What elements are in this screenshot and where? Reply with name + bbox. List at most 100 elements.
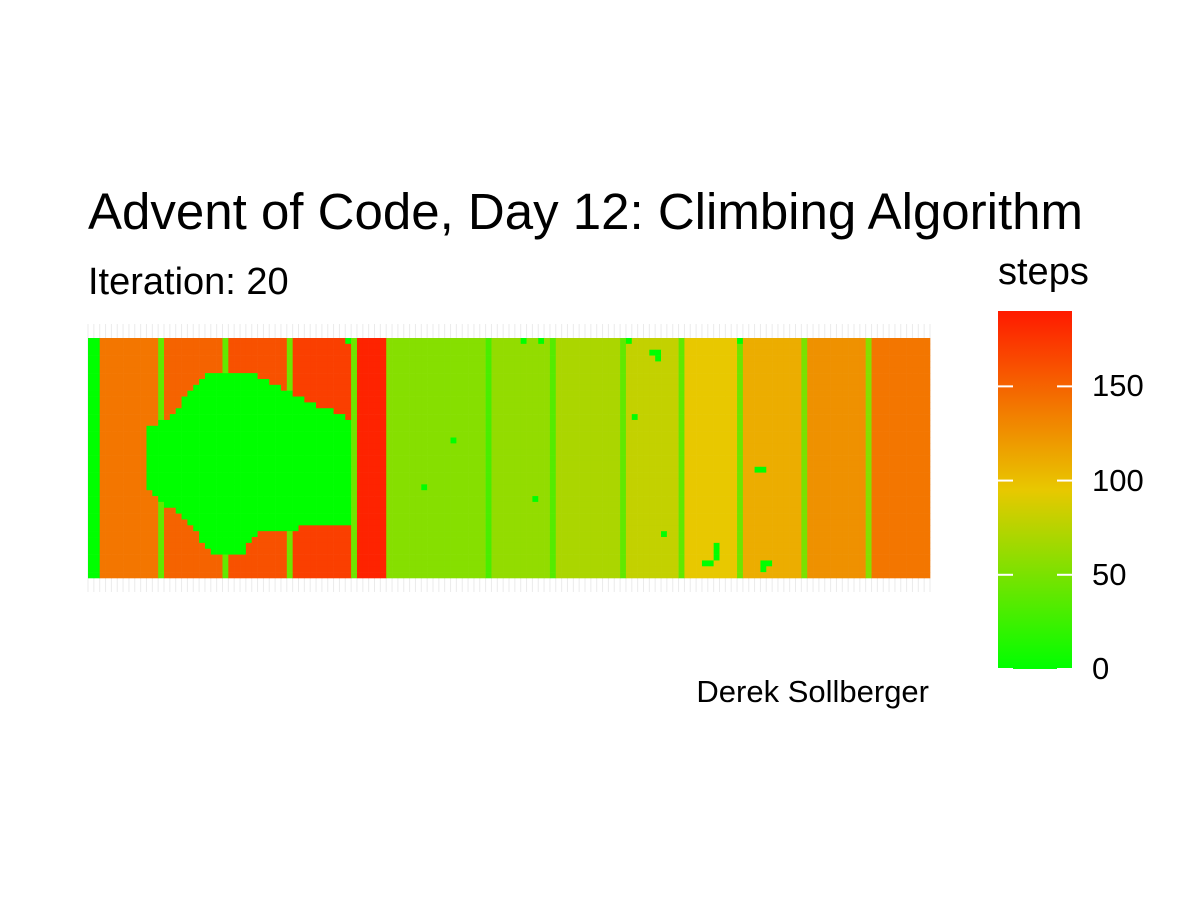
heatmap-cell — [766, 343, 773, 350]
heatmap-cell — [777, 402, 785, 409]
heatmap-cell — [725, 425, 732, 432]
heatmap-cell — [427, 519, 434, 526]
heatmap-cell — [748, 525, 755, 532]
heatmap-cell — [263, 343, 270, 350]
heatmap-cell — [251, 367, 258, 374]
heatmap-cell — [462, 519, 469, 526]
heatmap-cell — [333, 402, 340, 409]
heatmap-cell — [99, 431, 106, 438]
heatmap-cell — [731, 408, 738, 415]
heatmap-cell — [397, 449, 405, 456]
heatmap-cell — [748, 484, 755, 491]
heatmap-cell — [555, 425, 562, 432]
heatmap-cell — [561, 531, 568, 538]
heatmap-cell — [146, 402, 153, 409]
heatmap-cell — [707, 431, 714, 438]
heatmap-cell — [707, 425, 714, 432]
heatmap-cell — [204, 408, 212, 415]
heatmap-cell — [111, 343, 118, 350]
heatmap-cell — [210, 484, 217, 491]
heatmap-cell — [333, 384, 340, 391]
heatmap-cell — [842, 419, 849, 427]
heatmap-cell — [204, 384, 212, 391]
heatmap-cell — [146, 431, 153, 438]
heatmap-cell — [737, 525, 744, 532]
heatmap-cell — [526, 449, 533, 456]
heatmap-cell — [222, 496, 229, 503]
heatmap-cell — [485, 355, 492, 362]
heatmap-cell — [871, 378, 878, 386]
heatmap-cell — [152, 414, 159, 421]
heatmap-cell — [123, 531, 130, 538]
heatmap-cell — [339, 338, 346, 345]
heatmap-cell — [199, 390, 206, 397]
heatmap-cell — [392, 507, 399, 514]
heatmap-cell — [432, 507, 440, 514]
heatmap-cell — [169, 355, 177, 362]
heatmap-cell — [894, 466, 902, 473]
heatmap-cell — [865, 378, 872, 386]
heatmap-cell — [292, 373, 299, 380]
heatmap-cell — [444, 373, 451, 380]
heatmap-cell — [298, 402, 305, 409]
heatmap-cell — [900, 496, 907, 503]
heatmap-cell — [345, 419, 352, 427]
heatmap-cell — [327, 338, 334, 345]
heatmap-cell — [509, 513, 516, 520]
heatmap-cell — [444, 349, 451, 356]
heatmap-cell — [737, 490, 744, 497]
heatmap-cell — [602, 513, 609, 520]
heatmap-cell — [245, 460, 253, 468]
heatmap-cell — [590, 455, 598, 462]
heatmap-cell — [637, 460, 644, 468]
heatmap-cell — [684, 367, 691, 374]
heatmap-cell — [818, 507, 826, 514]
heatmap-cell — [181, 408, 188, 415]
heatmap-cell — [707, 437, 714, 444]
heatmap-cell — [304, 460, 311, 468]
heatmap-cell — [316, 396, 323, 403]
heatmap-cell — [520, 367, 527, 374]
heatmap-cell — [725, 443, 732, 450]
heatmap-cell — [544, 384, 551, 391]
heatmap-cell — [526, 531, 533, 538]
heatmap-cell — [269, 501, 276, 509]
heatmap-cell — [374, 525, 381, 532]
heatmap-cell — [240, 455, 247, 462]
heatmap-cell — [836, 466, 843, 473]
heatmap-cell — [643, 496, 650, 503]
heatmap-cell — [526, 501, 533, 509]
heatmap-cell — [351, 455, 358, 462]
heatmap-cell — [216, 490, 223, 497]
heatmap-cell — [193, 490, 200, 497]
heatmap-cell — [760, 343, 767, 350]
heatmap-cell — [187, 414, 194, 421]
heatmap-cell — [280, 349, 288, 356]
heatmap-cell — [368, 460, 375, 468]
heatmap-cell — [374, 343, 381, 350]
heatmap-cell — [351, 343, 358, 350]
heatmap-cell — [853, 378, 861, 386]
heatmap-cell — [719, 507, 726, 514]
heatmap-cell — [111, 525, 118, 532]
heatmap-cell — [649, 531, 656, 538]
heatmap-cell — [234, 460, 241, 468]
heatmap-cell — [117, 501, 124, 509]
heatmap-cell — [356, 449, 364, 456]
heatmap-cell — [298, 437, 305, 444]
heatmap-cell — [140, 507, 147, 514]
heatmap-cell — [842, 396, 849, 403]
heatmap-cell — [696, 455, 703, 462]
heatmap-cell — [134, 525, 141, 532]
heatmap-cell — [754, 455, 761, 462]
heatmap-cell — [462, 349, 469, 356]
heatmap-cell — [339, 361, 346, 368]
heatmap-cell — [304, 355, 311, 362]
heatmap-cell — [719, 425, 726, 432]
heatmap-cell — [88, 513, 95, 520]
heatmap-cell — [88, 373, 95, 380]
heatmap-cell — [181, 338, 188, 345]
heatmap-cell — [690, 419, 697, 427]
heatmap-cell — [696, 513, 703, 520]
heatmap-cell — [175, 373, 182, 380]
